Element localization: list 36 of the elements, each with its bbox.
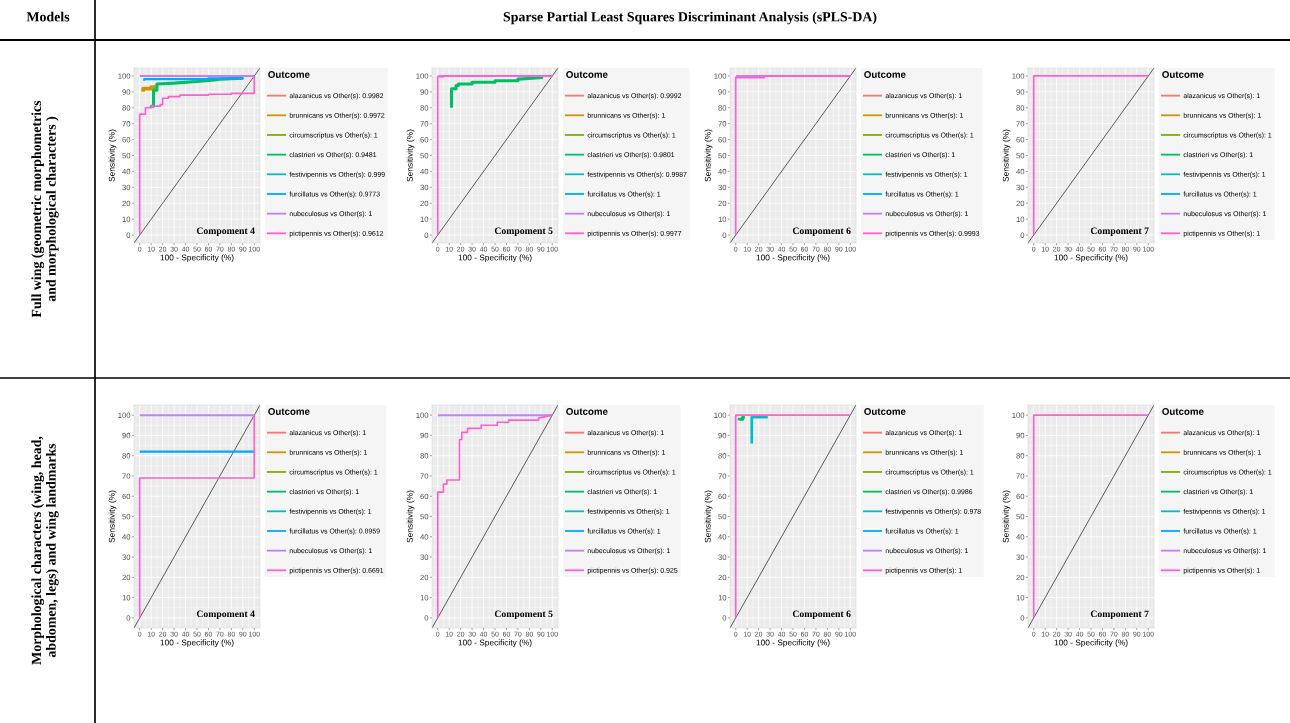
legend-title: Outcome (268, 71, 310, 78)
text: Sparse Partial Least Squares Discriminant Analysis (sPLS-DA) (503, 11, 877, 25)
y-axis-title: Sensitivity (%) (108, 490, 117, 543)
annotation: Compoment 6 (792, 610, 851, 620)
annotation: Compoment 4 (196, 227, 255, 236)
annotation: Compoment 7 (1090, 227, 1149, 236)
annotation: Compoment 4 (196, 610, 255, 620)
y-axis-title: Sensitivity (%) (108, 129, 117, 182)
legend-title: Outcome (864, 71, 906, 78)
legend-title: Outcome (566, 408, 608, 415)
legend-title: Outcome (566, 71, 608, 78)
y-axis-title: Sensitivity (%) (1002, 129, 1011, 182)
text: Morphological characters (wing, head, abdomen, legs) and wing landmarks (31, 436, 59, 665)
y-axis-title: Sensitivity (%) (1002, 490, 1011, 543)
legend-title: Outcome (1162, 408, 1204, 415)
x-axis-title: 100 - Specificity (%) (160, 254, 234, 263)
y-axis-title: Sensitivity (%) (406, 129, 415, 182)
x-axis-title: 100 - Specificity (%) (756, 254, 830, 263)
y-axis-title: Sensitivity (%) (406, 490, 415, 543)
y-axis-title: Sensitivity (%) (704, 490, 713, 543)
x-axis-title: 100 - Specificity (%) (756, 639, 830, 648)
legend-title: Outcome (864, 408, 906, 415)
text: Full wing (geometric morphometrics and morphological characters ) (31, 100, 59, 318)
annotation: Compoment 6 (792, 227, 851, 236)
x-axis-title: 100 - Specificity (%) (160, 639, 234, 648)
x-axis-title: 100 - Specificity (%) (1054, 639, 1128, 648)
x-axis-title: 100 - Specificity (%) (1054, 254, 1128, 263)
legend-title: Outcome (1162, 71, 1204, 78)
legend-title: Outcome (268, 408, 310, 415)
x-axis-title: 100 - Specificity (%) (458, 254, 532, 263)
annotation: Compoment 7 (1090, 610, 1149, 620)
text: Models (26, 11, 70, 22)
x-axis-title: 100 - Specificity (%) (458, 639, 532, 648)
annotation: Compoment 5 (494, 227, 553, 236)
annotation: Compoment 5 (494, 610, 553, 620)
y-axis-title: Sensitivity (%) (704, 129, 713, 182)
